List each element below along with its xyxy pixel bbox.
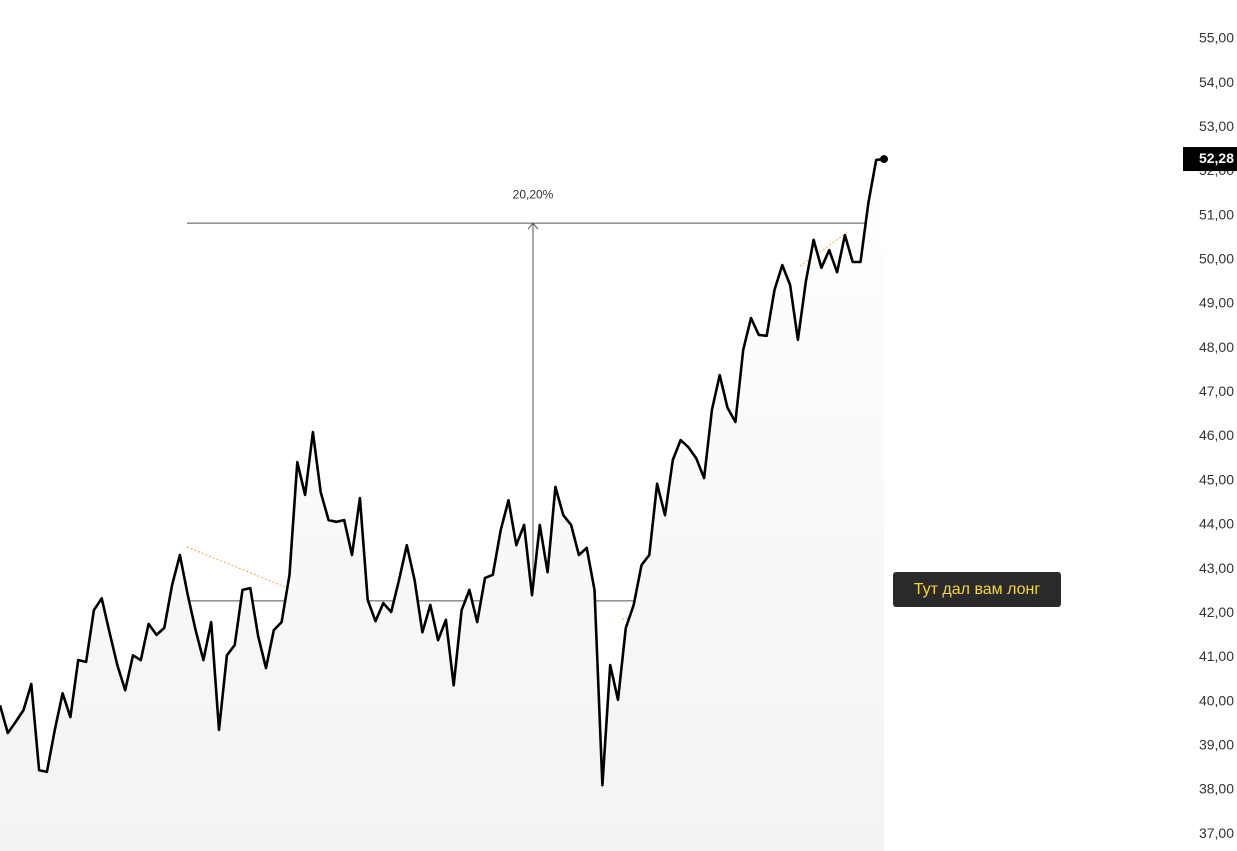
y-tick-label: 49,00 xyxy=(1199,295,1234,311)
trend-line xyxy=(186,546,306,596)
y-tick-label: 55,00 xyxy=(1199,30,1234,46)
y-tick-label: 53,00 xyxy=(1199,118,1234,134)
y-tick-label: 48,00 xyxy=(1199,339,1234,355)
y-tick-label: 54,00 xyxy=(1199,74,1234,90)
y-tick-label: 46,00 xyxy=(1199,427,1234,443)
annotation: Тут дал вам лонг xyxy=(893,572,1061,607)
y-tick-label: 37,00 xyxy=(1199,825,1234,841)
trend-line xyxy=(799,231,849,267)
measure-label: 20,20% xyxy=(513,187,554,201)
y-tick-label: 40,00 xyxy=(1199,692,1234,708)
y-tick-label: 51,00 xyxy=(1199,206,1234,222)
y-tick-label: 43,00 xyxy=(1199,560,1234,576)
last-point xyxy=(880,155,888,164)
y-tick-label: 45,00 xyxy=(1199,471,1234,487)
annotation-text: Тут дал вам лонг xyxy=(914,581,1041,598)
y-tick-label: 44,00 xyxy=(1199,516,1234,532)
area xyxy=(0,159,884,851)
price-line xyxy=(0,157,885,787)
y-tick-label: 42,00 xyxy=(1199,604,1234,620)
price-tag xyxy=(1183,147,1237,172)
y-tick-label: 38,00 xyxy=(1199,781,1234,797)
y-tick-label: 39,00 xyxy=(1199,737,1234,753)
annotation-box xyxy=(893,572,1061,607)
y-tick-label: 47,00 xyxy=(1199,383,1234,399)
arrow-head xyxy=(527,222,539,230)
y-tick-label: 41,00 xyxy=(1199,648,1234,664)
price-tag-label: 52,28 xyxy=(1199,150,1234,166)
y-tick-label: 50,00 xyxy=(1199,251,1234,267)
